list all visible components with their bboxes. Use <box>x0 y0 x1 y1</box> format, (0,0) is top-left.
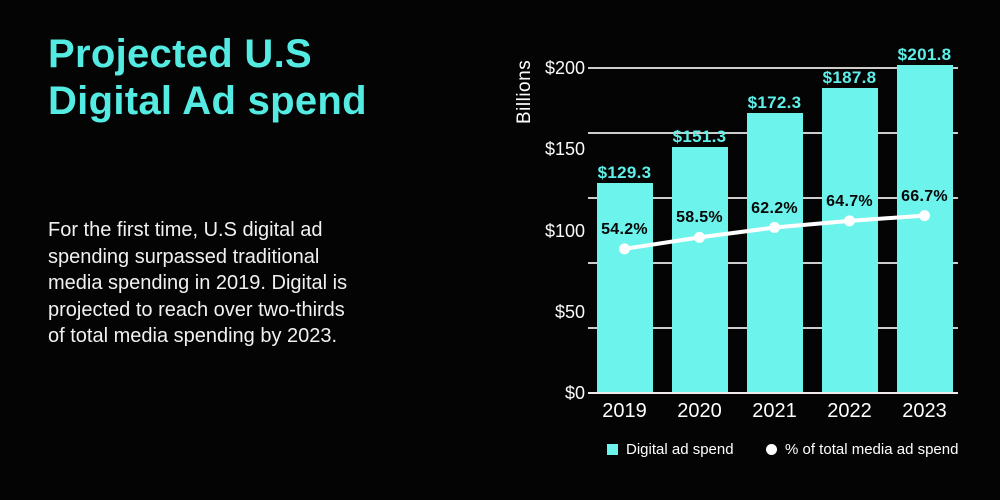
y-tick-label-0: $0 <box>564 383 585 403</box>
x-axis-label-2019: 2019 <box>602 400 647 422</box>
pct-value-label-2021: 62.2% <box>751 199 798 217</box>
bar-value-label-2021: $172.3 <box>747 93 802 112</box>
page-title: Projected U.S Digital Ad spend <box>48 32 367 123</box>
description-text: For the first time, U.S digital ad spend… <box>48 219 348 347</box>
pct-value-label-2023: 66.7% <box>901 187 948 205</box>
x-axis-label-2021: 2021 <box>752 400 797 422</box>
x-axis-label-2022: 2022 <box>827 400 872 422</box>
bar-value-label-2022: $187.8 <box>822 67 877 87</box>
x-axis-label-2020: 2020 <box>677 400 722 422</box>
bar-value-label-2023: $201.8 <box>897 45 952 65</box>
bar-value-label-2020: $151.3 <box>672 127 727 147</box>
pct-value-label-2022: 64.7% <box>826 192 873 210</box>
bar-2020 <box>671 147 728 393</box>
y-tick-label-50: $50 <box>554 301 585 322</box>
bar-2023 <box>896 65 953 393</box>
legend-square-swatch-icon <box>607 444 618 455</box>
legend-label-digital-ad-spend: Digital ad spend <box>626 441 734 458</box>
legend-item-pct-of-total: % of total media ad spend <box>766 441 958 458</box>
x-axis-line <box>588 392 958 394</box>
x-axis-label-2023: 2023 <box>902 400 947 422</box>
bar-2021 <box>746 113 803 393</box>
legend-circle-swatch-icon <box>766 444 777 455</box>
gridline-200 <box>588 67 958 69</box>
y-tick-label-200: $200 <box>544 58 585 78</box>
bar-value-label-2019: $129.3 <box>597 162 652 182</box>
y-tick-label-100: $100 <box>544 220 585 241</box>
legend-item-digital-ad-spend: Digital ad spend <box>607 441 734 458</box>
bar-2022 <box>821 87 878 393</box>
y-tick-label-150: $150 <box>544 139 585 160</box>
legend-label-pct-of-total: % of total media ad spend <box>785 441 959 458</box>
